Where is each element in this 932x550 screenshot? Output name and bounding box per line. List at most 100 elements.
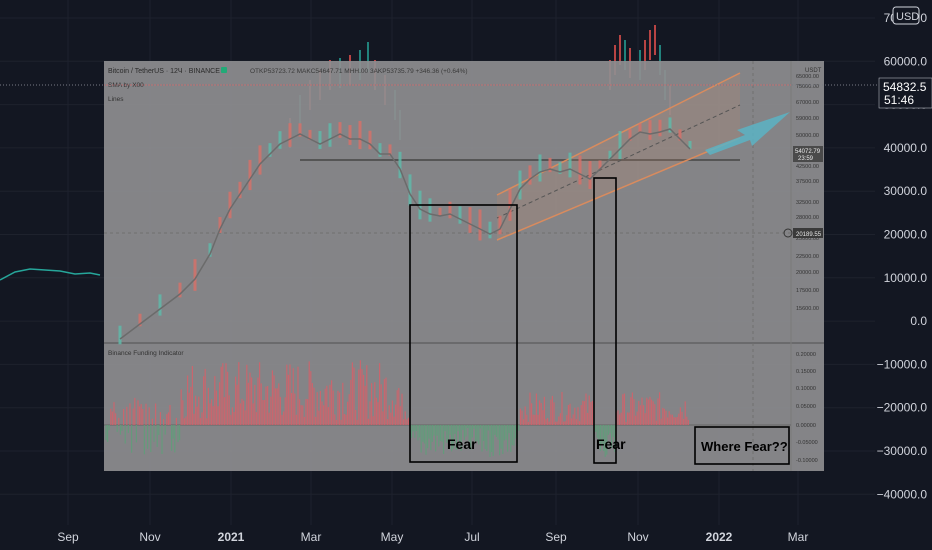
inset-candle xyxy=(318,131,322,149)
fear-box-1 xyxy=(409,204,518,463)
inset-candle xyxy=(458,206,462,224)
inset-candle xyxy=(518,170,522,200)
indicator-title: Binance Funding Indicator xyxy=(108,350,184,357)
inset-price-tick: 22500.00 xyxy=(796,254,819,260)
inset-price-tick: 75000.00 xyxy=(796,84,819,90)
currency-button[interactable] xyxy=(892,6,920,25)
inset-candle xyxy=(308,129,312,141)
inset-sma-line xyxy=(119,128,691,340)
inset-crosshair-box xyxy=(793,228,823,238)
inset-candle xyxy=(598,160,602,170)
x-tick-label: Jul xyxy=(464,530,479,544)
inset-price-tick: 32500.00 xyxy=(796,200,819,206)
channel-lower xyxy=(496,137,741,241)
inset-candle xyxy=(358,120,362,150)
inset-funding-tick: 0.20000 xyxy=(796,352,816,358)
y-tick-label: 10000.0 xyxy=(884,271,928,285)
inset-candle xyxy=(158,294,162,316)
currency-label: USD xyxy=(896,11,919,23)
inset-candle xyxy=(488,221,492,239)
last-price-tag xyxy=(878,77,932,109)
inset-candle xyxy=(388,144,392,156)
x-tick-label: Nov xyxy=(139,530,160,544)
inset-candle xyxy=(468,207,472,233)
inset-candle xyxy=(368,130,372,150)
y-tick-label: 20000.0 xyxy=(884,228,928,242)
inset-funding-tick: -0.05000 xyxy=(796,440,818,446)
x-tick-label: Mar xyxy=(788,530,809,544)
inset-candle xyxy=(238,181,242,199)
inset-price-tick: 65000.00 xyxy=(796,74,819,80)
inset-candle xyxy=(258,145,262,175)
inset-funding-tick: 0.00000 xyxy=(796,423,816,429)
inset-price-tick: 37500.00 xyxy=(796,179,819,185)
y-tick-label: −10000.0 xyxy=(877,357,928,371)
inset-last-price: 54072.79 xyxy=(795,149,821,155)
inset-candle xyxy=(628,129,632,141)
inset-candle xyxy=(618,131,622,159)
inset-candle xyxy=(558,162,562,174)
inset-candle xyxy=(498,215,502,235)
inset-price-tick: 25000.00 xyxy=(796,236,819,242)
inset-funding-tick: 0.10000 xyxy=(796,386,816,392)
y-axis: 70000.060000.050000.040000.030000.020000… xyxy=(877,11,928,501)
inset-price-tick: 17500.00 xyxy=(796,288,819,294)
fear-label-2: Fear xyxy=(596,436,626,452)
inset-candle xyxy=(348,125,352,145)
inset-last-price-box xyxy=(793,146,823,162)
inset-candle xyxy=(218,217,222,233)
inset-candle xyxy=(248,159,252,191)
x-tick-label: May xyxy=(381,530,404,544)
inset-candle xyxy=(578,155,582,185)
channel-mid xyxy=(496,104,741,219)
inset-live-dot xyxy=(221,67,227,73)
inset-candle xyxy=(268,143,272,157)
x-tick-label: 2022 xyxy=(706,530,733,544)
inset-price-tick: 67000.00 xyxy=(796,100,819,106)
inset-candle xyxy=(568,152,572,178)
inset-candle xyxy=(408,174,412,206)
y-tick-label: −20000.0 xyxy=(877,401,928,415)
inset-candle xyxy=(193,259,197,291)
inset-funding-ticks: 0.20000 0.15000 0.10000 0.05000 0.00000 -0.05… xyxy=(796,352,818,464)
inset-currency: USDT xyxy=(805,68,822,74)
where-fear-box xyxy=(694,426,790,465)
price-line-early xyxy=(0,268,101,281)
inset-funding-tick: 0.15000 xyxy=(796,369,816,375)
inset-candle xyxy=(648,120,652,140)
x-axis: Sep Nov 2021 Mar May Jul Sep Nov 2022 Mar xyxy=(57,530,808,544)
inset-crosshair-icon xyxy=(783,228,793,238)
inset-candle xyxy=(678,129,682,141)
inset-candle xyxy=(428,198,432,222)
y-tick-label: −30000.0 xyxy=(877,444,928,458)
inset-candle xyxy=(138,313,142,327)
inset-funding-tick: 0.05000 xyxy=(796,404,816,410)
x-tick-label: Sep xyxy=(57,530,79,544)
inset-candle xyxy=(378,143,382,157)
countdown-label: 51:46 xyxy=(884,93,914,107)
inset-candle xyxy=(608,150,612,160)
inset-funding-tick: -0.10000 xyxy=(796,458,818,464)
inset-candle xyxy=(688,140,692,150)
x-tick-label: 2021 xyxy=(218,530,245,544)
inset-candle xyxy=(528,165,532,185)
y-tick-label: −40000.0 xyxy=(877,487,928,501)
fear-box-2 xyxy=(593,177,617,464)
inset-crosshair-price: 20189.55 xyxy=(796,232,822,238)
inset-price-tick: 42500.00 xyxy=(796,164,819,170)
inset-price-tick: 20000.00 xyxy=(796,270,819,276)
arrow-icon xyxy=(705,112,790,155)
inset-candle xyxy=(668,117,672,133)
inset-candle xyxy=(278,131,282,149)
where-fear-label: Where Fear?? xyxy=(701,439,788,454)
inset-candle xyxy=(638,123,642,133)
inset-candle xyxy=(548,157,552,173)
y-tick-label: 30000.0 xyxy=(884,184,928,198)
inset-countdown: 23:59 xyxy=(798,156,814,162)
inset-price-tick: 50000.00 xyxy=(796,133,819,139)
inset-candle xyxy=(448,201,452,219)
x-tick-label: Mar xyxy=(301,530,322,544)
inset-candle xyxy=(328,123,332,147)
x-tick-label: Nov xyxy=(627,530,648,544)
